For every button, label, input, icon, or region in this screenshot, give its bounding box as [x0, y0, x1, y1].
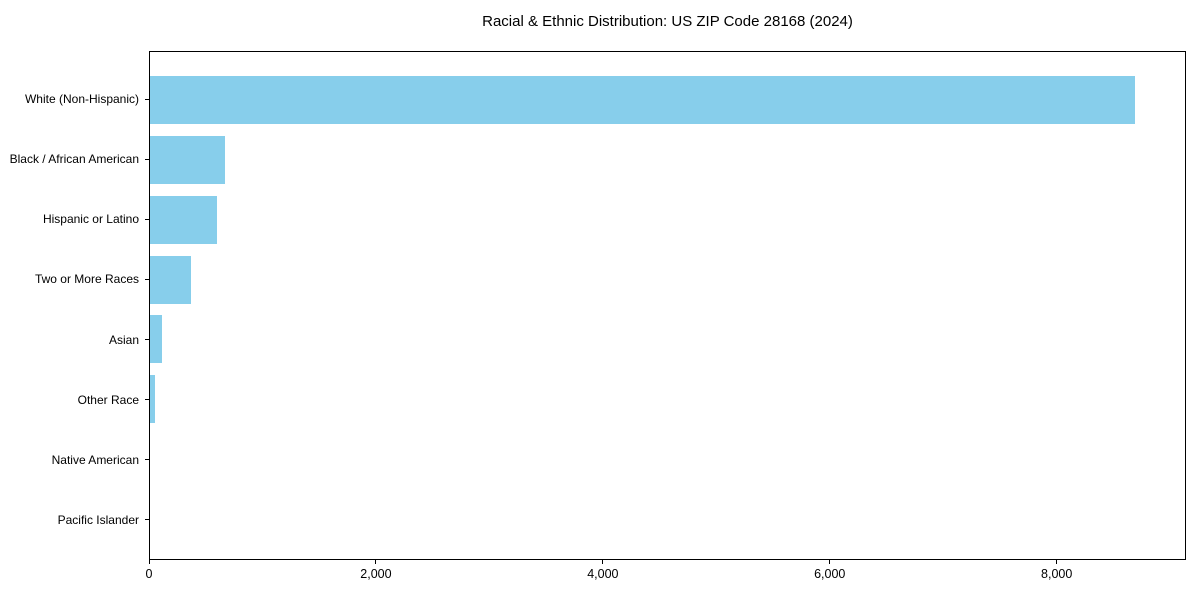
y-tick-row: Pacific Islander [0, 490, 149, 550]
y-tick-mark [145, 278, 149, 280]
bars-container [150, 52, 1185, 559]
y-tick-row: White (Non-Hispanic) [0, 69, 149, 129]
y-tick-mark [145, 218, 149, 220]
y-tick-mark [145, 98, 149, 100]
x-tick-mark [1056, 560, 1058, 564]
bar [150, 135, 225, 184]
bar-row [150, 190, 1185, 250]
bar-row [150, 130, 1185, 190]
x-tick-label: 6,000 [814, 567, 846, 581]
y-tick-row: Native American [0, 430, 149, 490]
bar-row [150, 310, 1185, 370]
bar-row [150, 369, 1185, 429]
x-tick-mark [829, 560, 831, 564]
y-axis: White (Non-Hispanic) Black / African Amer… [0, 51, 149, 560]
y-tick-mark [145, 399, 149, 401]
x-axis: 0 2,000 4,000 6,000 8,000 [145, 560, 1186, 596]
bar-row [150, 70, 1185, 130]
bar-row [150, 250, 1185, 310]
y-tick-mark [145, 519, 149, 521]
y-tick-row: Asian [0, 310, 149, 370]
y-tick-label: Pacific Islander [57, 512, 139, 527]
bar [150, 315, 162, 364]
x-tick-mark [602, 560, 604, 564]
y-tick-label: Black / African American [9, 152, 139, 167]
x-tick-label: 0 [145, 567, 153, 581]
y-tick-label: Other Race [77, 392, 139, 407]
x-tick-label: 8,000 [1041, 567, 1073, 581]
plot-area [149, 51, 1186, 560]
y-tick-label: Asian [108, 332, 139, 347]
y-tick-label: Hispanic or Latino [42, 212, 139, 227]
y-tick-label: Two or More Races [34, 272, 139, 287]
x-tick-mark [375, 560, 377, 564]
y-tick-label: Native American [51, 452, 139, 467]
x-tick-label: 2,000 [360, 567, 392, 581]
y-tick-row: Other Race [0, 370, 149, 430]
y-tick-row: Two or More Races [0, 249, 149, 309]
y-tick-label: White (Non-Hispanic) [24, 92, 139, 107]
bar [150, 195, 217, 244]
y-tick-mark [145, 158, 149, 160]
y-tick-row: Hispanic or Latino [0, 189, 149, 249]
y-tick-mark [145, 459, 149, 461]
bar [150, 375, 156, 424]
bar [150, 255, 191, 304]
bar-row [150, 489, 1185, 549]
y-tick-row: Black / African American [0, 129, 149, 189]
x-tick-mark [148, 560, 150, 564]
y-tick-mark [145, 339, 149, 341]
chart-title: Racial & Ethnic Distribution: US ZIP Cod… [482, 13, 853, 30]
bar-row [150, 429, 1185, 489]
x-tick-label: 4,000 [587, 567, 619, 581]
bar [150, 75, 1136, 124]
